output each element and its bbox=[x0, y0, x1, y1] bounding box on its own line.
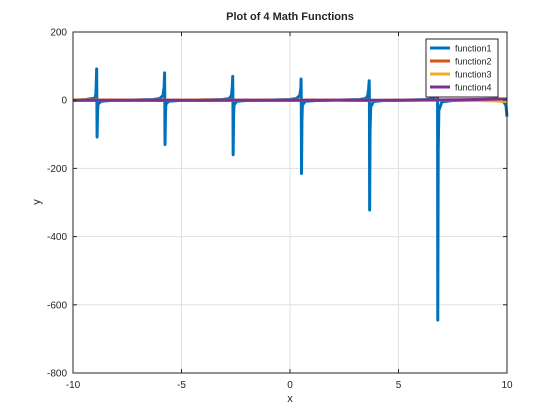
series-line-function4 bbox=[72, 97, 508, 102]
x-tick-label: 5 bbox=[396, 380, 402, 391]
x-axis-label: x bbox=[287, 393, 293, 405]
x-tick-label: 0 bbox=[287, 380, 293, 391]
y-tick-label: -800 bbox=[47, 369, 67, 380]
y-tick-label: -400 bbox=[47, 232, 67, 243]
y-tick-label: -200 bbox=[47, 164, 67, 175]
y-tick-label: 0 bbox=[61, 96, 67, 107]
axis-ticks: -10 -5 0 5 10 -800 -600 -400 -200 0 200 bbox=[47, 28, 513, 392]
legend-entry-label: function1 bbox=[455, 44, 492, 54]
legend-entry-label: function3 bbox=[455, 70, 492, 80]
y-axis-label: y bbox=[31, 199, 43, 205]
y-tick-label: -600 bbox=[47, 300, 67, 311]
x-tick-label: 10 bbox=[501, 380, 513, 391]
y-tick-label: 200 bbox=[50, 28, 67, 39]
x-tick-label: -10 bbox=[66, 380, 81, 391]
legend: function1 function2 function3 function4 bbox=[425, 38, 499, 98]
legend-entry-label: function2 bbox=[455, 57, 492, 67]
chart-title: Plot of 4 Math Functions bbox=[226, 11, 354, 23]
legend-entry-label: function4 bbox=[455, 83, 492, 93]
x-tick-label: -5 bbox=[177, 380, 186, 391]
